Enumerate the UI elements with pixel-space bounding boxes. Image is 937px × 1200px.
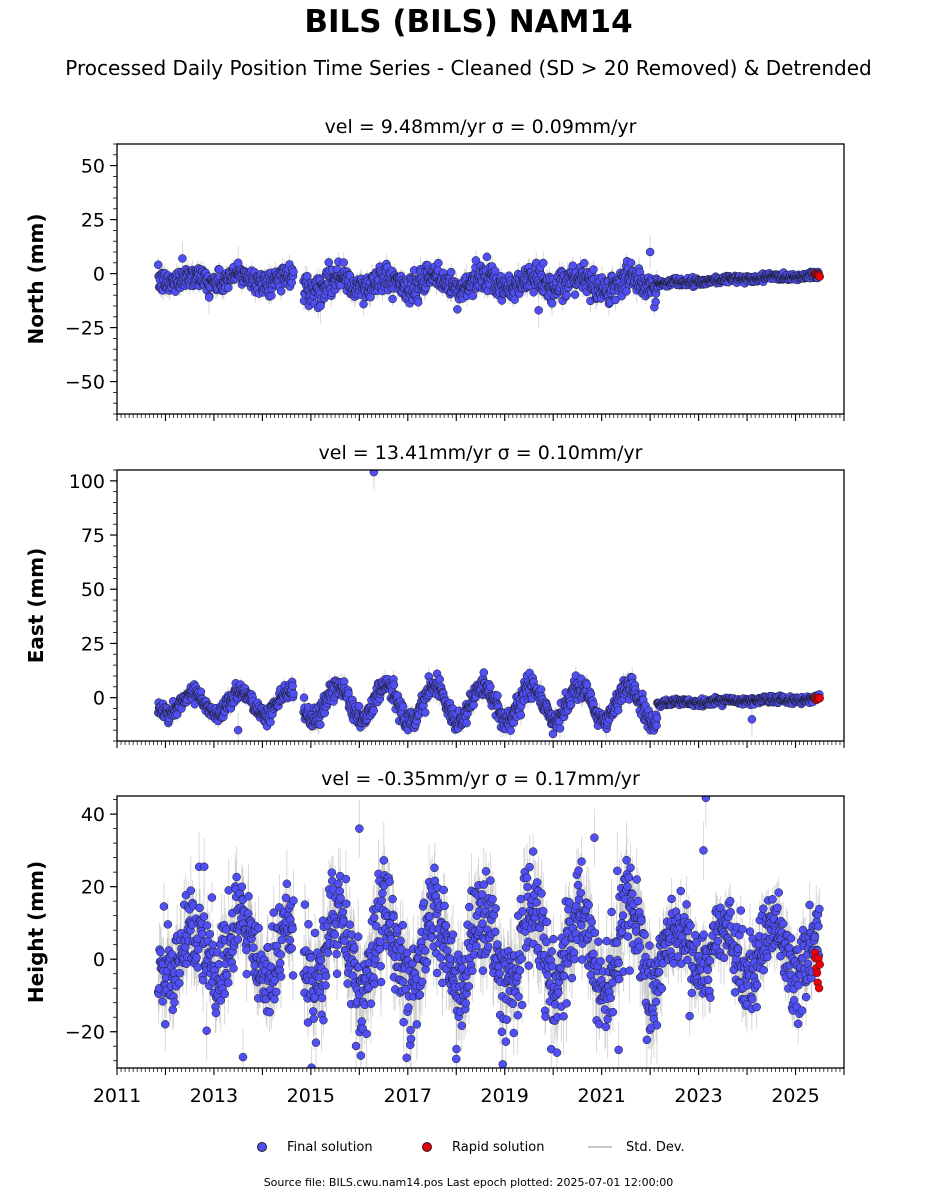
final-point: [215, 265, 224, 274]
final-point: [388, 294, 397, 304]
final-point: [289, 267, 298, 277]
figure-title: BILS (BILS) NAM14: [304, 4, 633, 40]
final-point: [471, 256, 481, 265]
final-point: [570, 290, 580, 299]
final-point: [453, 305, 462, 314]
final-point: [178, 254, 187, 263]
final-point: [413, 298, 423, 307]
north-panel-title: vel = 9.48mm/yr σ = 0.09mm/yr: [325, 116, 637, 138]
final-point: [359, 299, 368, 309]
final-point: [482, 252, 492, 262]
y-tick-label: 25: [81, 210, 105, 232]
final-point: [534, 306, 543, 315]
final-point: [547, 299, 557, 308]
final-point: [468, 291, 478, 301]
east-final-points: [153, 470, 824, 739]
final-point: [224, 283, 233, 293]
final-point: [611, 295, 620, 305]
y-tick-label: −25: [65, 318, 105, 340]
final-point: [316, 301, 325, 311]
final-point: [645, 247, 655, 257]
final-point: [324, 258, 333, 267]
final-point: [446, 267, 456, 277]
final-point: [204, 293, 214, 302]
final-point: [267, 291, 276, 300]
final-point: [339, 258, 348, 267]
final-point: [589, 265, 598, 274]
y-tick-label: 50: [81, 156, 105, 178]
final-point: [580, 258, 589, 268]
final-point: [510, 295, 519, 304]
y-tick-label: 0: [93, 264, 105, 286]
north-y-axis-label: North (mm): [24, 213, 48, 344]
final-point: [626, 258, 636, 268]
final-point: [651, 297, 660, 307]
final-point: [266, 717, 275, 727]
north-rapid-points: [810, 269, 824, 281]
final-point: [233, 258, 243, 268]
final-point: [276, 287, 286, 296]
north-final-points: [153, 247, 824, 315]
rapid-point: [815, 272, 824, 281]
north-panel: −50 −25 0 25 50 vel = 9.48mm/yr σ = 0.09mm/yr…: [24, 116, 845, 421]
final-point: [434, 258, 443, 268]
final-point: [497, 296, 507, 305]
final-point: [539, 258, 548, 268]
final-point: [153, 260, 163, 270]
y-tick-label: −50: [65, 372, 105, 394]
final-point: [562, 290, 571, 300]
figure-subtitle: Processed Daily Position Time Series - C…: [65, 56, 872, 80]
